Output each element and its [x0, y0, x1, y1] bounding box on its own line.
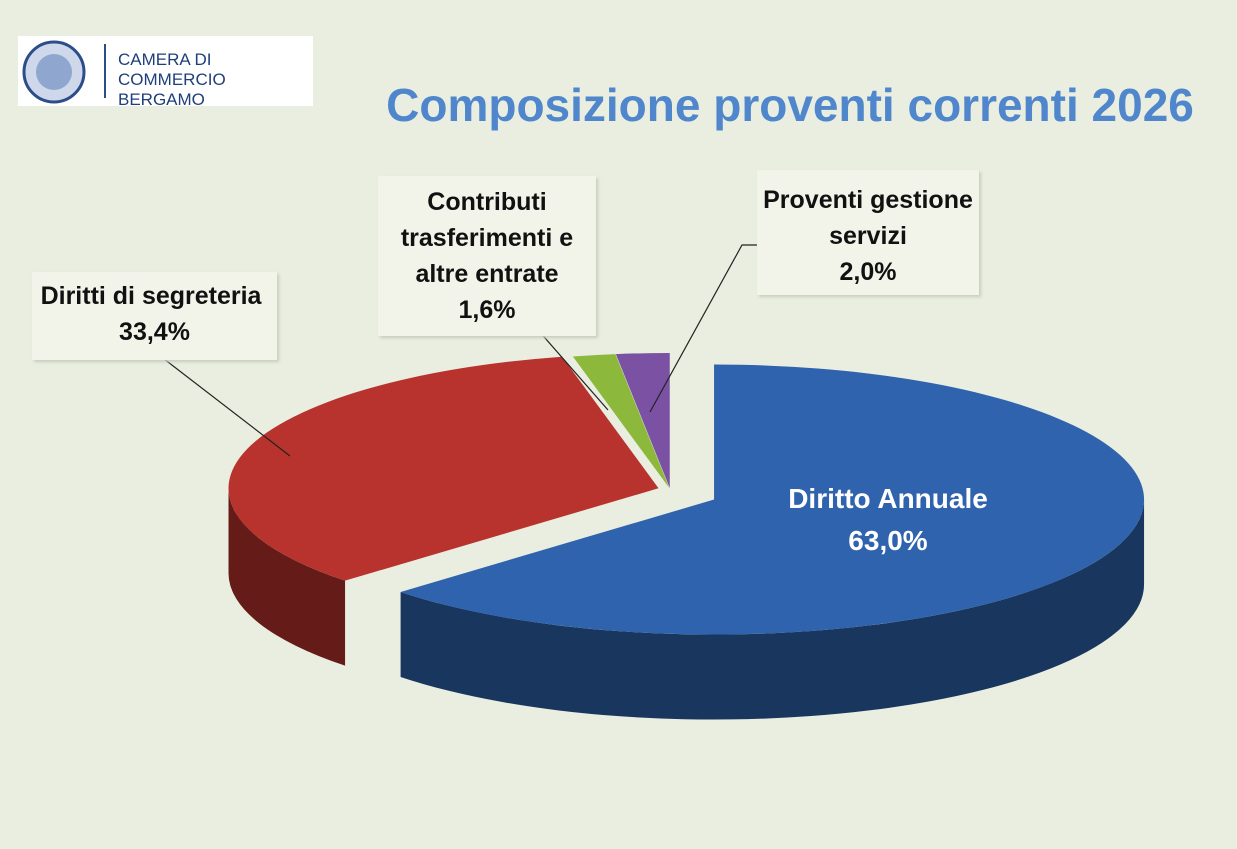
label-box: Diritto Annuale 63,0%	[758, 470, 1018, 570]
logo: CAMERA DI COMMERCIO BERGAMO	[18, 36, 313, 109]
category-label: Diritto Annuale	[788, 483, 988, 514]
logo-emblem	[22, 40, 86, 104]
slice-side	[400, 499, 1145, 720]
value-label: 63,0%	[848, 525, 928, 556]
category-label: Proventi gestione servizi	[763, 186, 973, 250]
slice	[615, 353, 670, 489]
value-label: 1,6%	[458, 296, 516, 324]
slice	[400, 364, 1145, 635]
category-label: Contributi trasferimenti e altre entrate	[400, 188, 574, 288]
category-label: Diritti di segreteria	[40, 282, 262, 310]
slice	[572, 354, 670, 489]
slice-side	[228, 488, 346, 666]
label-box: Proventi gestione servizi 2,0%	[757, 170, 979, 295]
label-box: Contributi trasferimenti e altre entrate…	[378, 176, 596, 336]
label-box: Diritti di segreteria 33,4%	[32, 272, 277, 360]
value-label: 33,4%	[119, 318, 190, 346]
value-label: 2,0%	[839, 258, 897, 286]
chart-title: Composizione proventi correnti 2026	[386, 79, 1194, 131]
slice	[228, 356, 659, 581]
logo-line: BERGAMO	[118, 90, 205, 109]
logo-line: CAMERA DI COMMERCIO	[118, 50, 226, 89]
